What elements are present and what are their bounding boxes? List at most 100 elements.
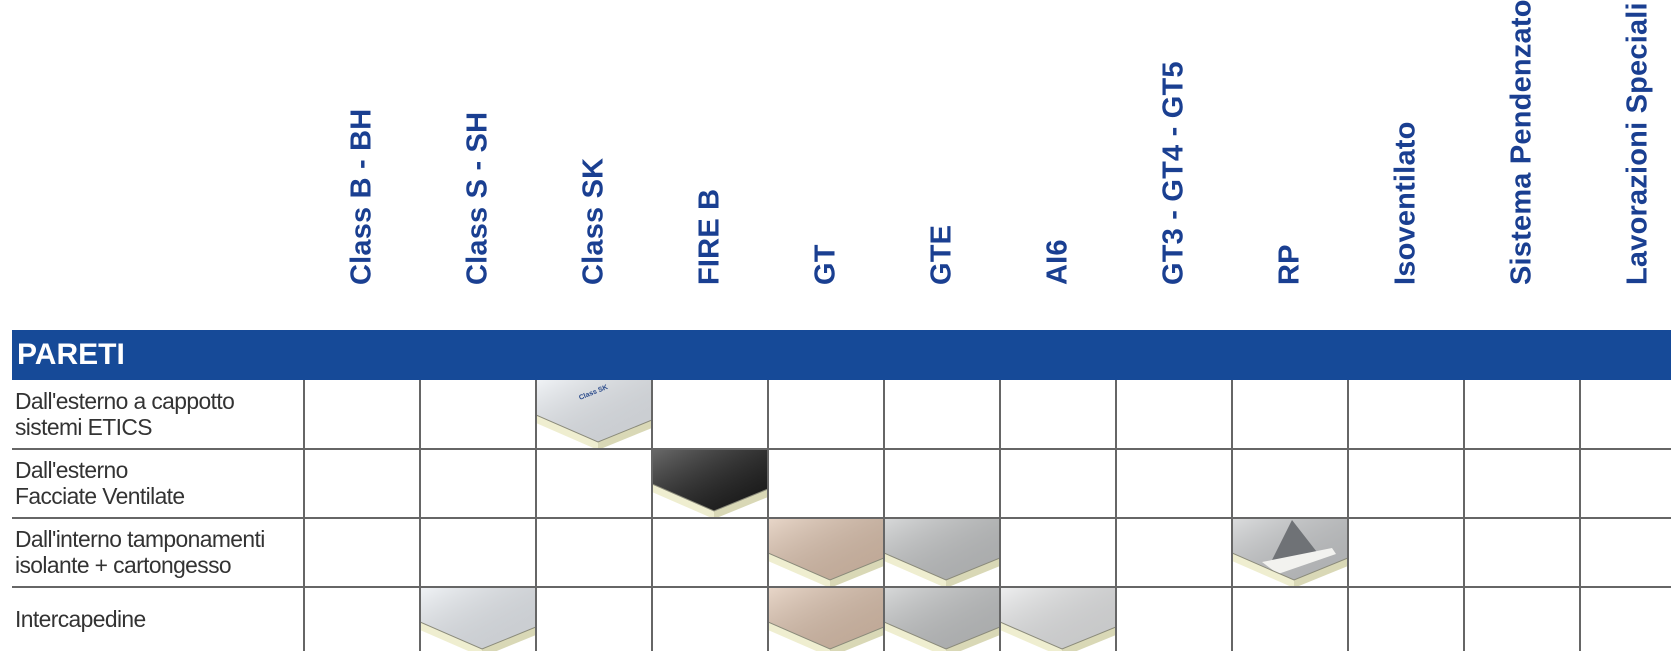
row-label: Dall'esterno a cappotto sistemi ETICS	[12, 380, 300, 448]
column-divider	[419, 380, 421, 651]
insulation-panel-light-blue	[420, 587, 536, 651]
column-divider	[1463, 380, 1465, 651]
table-cell	[304, 518, 420, 586]
table-cell	[768, 449, 884, 517]
table-cell	[884, 449, 1000, 517]
column-divider	[883, 380, 885, 651]
row-label: Dall'interno tamponamenti isolante + car…	[12, 518, 300, 586]
column-divider	[999, 380, 1001, 651]
column-divider	[1231, 380, 1233, 651]
table-cell	[652, 449, 768, 517]
insulation-panel-beige	[768, 587, 884, 651]
column-header-label: Class SK	[577, 157, 610, 285]
column-header-gte: GTE	[884, 0, 1000, 330]
table-cell	[1464, 380, 1580, 448]
column-headers: Class B - BH Class S - SH Class SK FIRE …	[304, 0, 1671, 330]
column-divider	[535, 380, 537, 651]
row-divider	[12, 586, 1671, 588]
table-cell	[1000, 518, 1116, 586]
row-label-line-2: Facciate Ventilate	[14, 483, 185, 509]
column-header-lavorazioni-speciali: Lavorazioni Speciali	[1580, 0, 1671, 330]
row-divider	[12, 517, 1671, 519]
insulation-panel-black	[652, 449, 768, 517]
table-cell	[1116, 449, 1232, 517]
table-cell	[304, 587, 420, 651]
row-label-line-1: Intercapedine	[14, 606, 146, 632]
table-cell	[1464, 587, 1580, 651]
column-header-label: RP	[1273, 244, 1306, 285]
table-cell	[1580, 518, 1671, 586]
table-cell	[884, 518, 1000, 586]
column-header-label: Isoventilato	[1389, 121, 1422, 285]
column-header-rp: RP	[1232, 0, 1348, 330]
column-header-class-b-bh: Class B - BH	[304, 0, 420, 330]
column-divider	[303, 380, 305, 651]
column-header-isoventilato: Isoventilato	[1348, 0, 1464, 330]
table-cell	[1580, 587, 1671, 651]
column-header-class-s-sh: Class S - SH	[420, 0, 536, 330]
table-cell	[304, 380, 420, 448]
row-label: Intercapedine	[12, 587, 300, 651]
column-header-label: GT	[809, 244, 842, 285]
column-header-fire-b: FIRE B	[652, 0, 768, 330]
table-row: Dall'esterno a cappotto sistemi ETICS Cl…	[12, 380, 1671, 448]
table-cell	[1348, 518, 1464, 586]
insulation-panel-grey	[884, 518, 1000, 586]
column-divider	[651, 380, 653, 651]
column-header-gt: GT	[768, 0, 884, 330]
product-grid: Dall'esterno a cappotto sistemi ETICS Cl…	[12, 380, 1671, 651]
table-cell	[1000, 587, 1116, 651]
table-cell	[1116, 380, 1232, 448]
table-cell	[420, 587, 536, 651]
table-cell	[1580, 449, 1671, 517]
table-cell	[1232, 449, 1348, 517]
column-header-label: Class S - SH	[461, 111, 494, 285]
table-cell: Class SK	[536, 380, 652, 448]
insulation-panel-foil-split	[1232, 518, 1348, 586]
row-divider	[12, 448, 1671, 450]
column-divider	[1347, 380, 1349, 651]
column-header-label: Class B - BH	[345, 108, 378, 285]
table-cell	[420, 449, 536, 517]
row-label-line-2: isolante + cartongesso	[14, 552, 232, 578]
table-cell	[420, 380, 536, 448]
column-header-gt3-gt4-gt5: GT3 - GT4 - GT5	[1116, 0, 1232, 330]
row-label-line-2: sistemi ETICS	[14, 414, 153, 440]
column-divider	[1579, 380, 1581, 651]
row-label-line-1: Dall'esterno	[14, 457, 128, 483]
table-row: Intercapedine	[12, 587, 1671, 651]
table-cell	[768, 587, 884, 651]
table-cell	[536, 518, 652, 586]
column-header-sistema-pendenzato: Sistema Pendenzato	[1464, 0, 1580, 330]
column-divider	[1115, 380, 1117, 651]
table-cell	[304, 449, 420, 517]
column-header-label: GT3 - GT4 - GT5	[1157, 61, 1190, 285]
table-cell	[1232, 587, 1348, 651]
table-cell	[768, 518, 884, 586]
table-cell	[652, 587, 768, 651]
table-cell	[884, 380, 1000, 448]
column-header-class-sk: Class SK	[536, 0, 652, 330]
row-label-line-1: Dall'interno tamponamenti	[14, 526, 265, 552]
table-cell	[1464, 449, 1580, 517]
table-cell	[1580, 380, 1671, 448]
table-cell	[1116, 587, 1232, 651]
table-row: Dall'esterno Facciate Ventilate	[12, 449, 1671, 517]
column-header-label: Lavorazioni Speciali	[1621, 2, 1654, 285]
table-cell	[1232, 380, 1348, 448]
table-cell	[652, 518, 768, 586]
table-cell	[884, 587, 1000, 651]
table-cell	[768, 380, 884, 448]
row-label-line-1: Dall'esterno a cappotto	[14, 388, 235, 414]
table-cell	[652, 380, 768, 448]
section-header-pareti: PARETI	[12, 330, 1671, 380]
table-cell	[1232, 518, 1348, 586]
table-cell	[1348, 587, 1464, 651]
column-header-label: GTE	[925, 224, 958, 285]
insulation-panel-beige	[768, 518, 884, 586]
table-cell	[1348, 380, 1464, 448]
table-cell	[536, 587, 652, 651]
column-header-label: FIRE B	[693, 188, 726, 285]
insulation-panel-white-grey	[1000, 587, 1116, 651]
row-label: Dall'esterno Facciate Ventilate	[12, 449, 300, 517]
